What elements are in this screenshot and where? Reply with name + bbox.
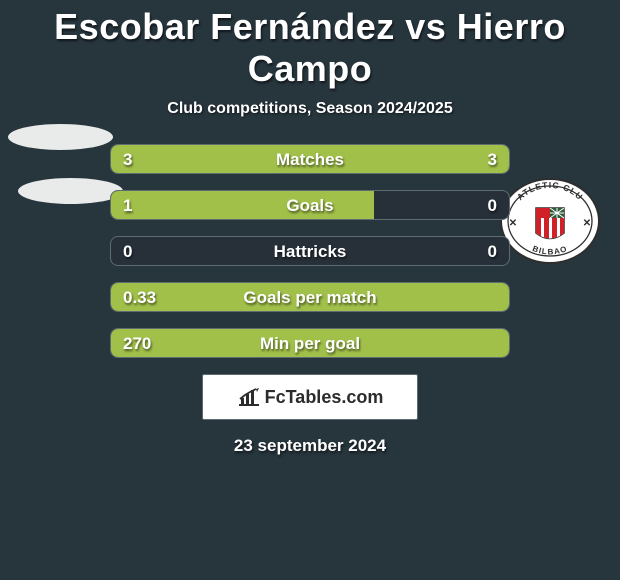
stat-value-right: 0 bbox=[488, 191, 497, 220]
generated-date: 23 september 2024 bbox=[0, 436, 620, 456]
subtitle: Club competitions, Season 2024/2025 bbox=[0, 100, 620, 118]
bar-chart-icon bbox=[237, 387, 261, 407]
stat-label: Min per goal bbox=[111, 329, 509, 358]
stat-row-goals: 1 Goals 0 bbox=[110, 190, 510, 220]
stat-row-min-per-goal: 270 Min per goal bbox=[110, 328, 510, 358]
stats-table: 3 Matches 3 1 Goals 0 0 Hattricks 0 0.33… bbox=[110, 144, 510, 358]
stat-row-goals-per-match: 0.33 Goals per match bbox=[110, 282, 510, 312]
player1-club-placeholder bbox=[18, 178, 123, 204]
svg-text:✕: ✕ bbox=[583, 218, 591, 229]
brand-text: FcTables.com bbox=[265, 387, 384, 408]
stat-label: Matches bbox=[111, 145, 509, 174]
player1-avatar-placeholder bbox=[8, 124, 113, 150]
brand-watermark[interactable]: FcTables.com bbox=[202, 374, 418, 420]
stat-label: Hattricks bbox=[111, 237, 509, 266]
stat-label: Goals bbox=[111, 191, 509, 220]
stat-label: Goals per match bbox=[111, 283, 509, 312]
stat-row-matches: 3 Matches 3 bbox=[110, 144, 510, 174]
stat-value-right: 0 bbox=[488, 237, 497, 266]
stat-value-right: 3 bbox=[488, 145, 497, 174]
stat-row-hattricks: 0 Hattricks 0 bbox=[110, 236, 510, 266]
player2-club-badge: ATLETIC CLU BILBAO ✕ ✕ bbox=[500, 178, 600, 264]
svg-text:✕: ✕ bbox=[509, 218, 517, 229]
page-title: Escobar Fernández vs Hierro Campo bbox=[0, 0, 620, 90]
